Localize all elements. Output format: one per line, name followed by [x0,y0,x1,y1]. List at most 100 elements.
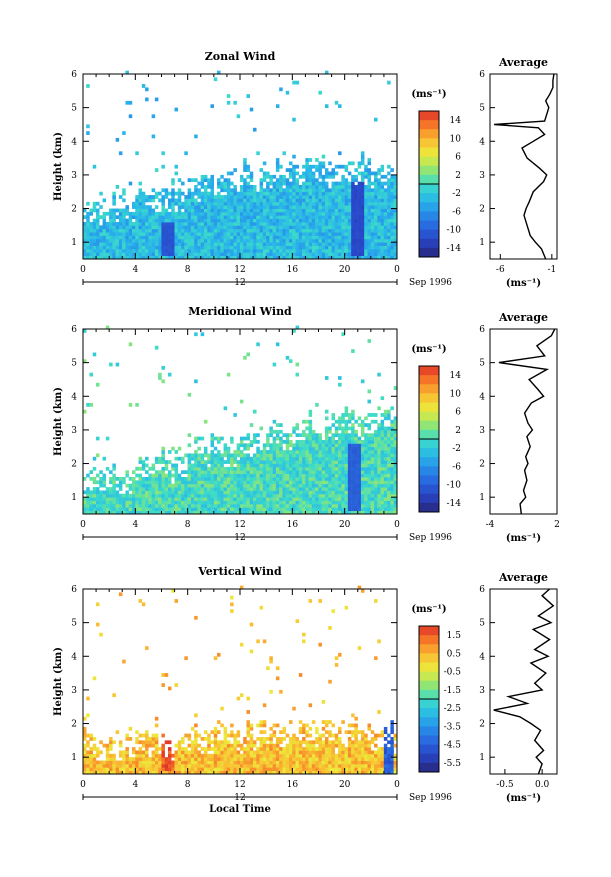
heatmap-cell [260,195,264,199]
heatmap-cell [210,484,214,488]
heatmap-cell [328,460,332,464]
heatmap-cell [341,182,345,186]
heatmap-cell [165,767,169,771]
heatmap-cell [155,740,159,744]
heatmap-cell [381,453,385,457]
heatmap-cell [364,447,368,451]
heatmap-cell [155,457,159,461]
heatmap-cell [325,416,329,420]
heatmap-cell [282,198,286,202]
heatmap-cell [132,750,136,754]
heatmap-cell [109,242,113,246]
heatmap-cell [243,215,247,219]
heatmap-cell [312,437,316,441]
heatmap-cell [377,209,381,213]
heatmap-cell [260,229,264,233]
heatmap-cell [119,754,123,758]
heatmap-cell [282,487,286,491]
heatmap-cell [299,232,303,236]
heatmap-cell [296,215,300,219]
heatmap-cell [99,497,103,501]
heatmap-cell [364,477,368,481]
heatmap-cell [227,501,231,505]
heatmap-cell [106,232,110,236]
heatmap-cell [122,192,126,196]
heatmap-cell [322,246,326,250]
heatmap-cell [289,225,293,229]
heatmap-cell [325,172,329,176]
heatmap-cell [312,239,316,243]
heatmap-cell [315,437,319,441]
heatmap-cell [305,239,309,243]
heatmap-cell [338,497,342,501]
heatmap-cell [237,195,241,199]
heatmap-cell [181,504,185,508]
heatmap-cell [328,249,332,253]
heatmap-cell [387,504,391,508]
heatmap-cell [246,507,250,511]
heatmap-cell [276,497,280,501]
heatmap-cell [214,225,218,229]
heatmap-cell [145,87,149,91]
heatmap-cell [171,494,175,498]
heatmap-cell [158,764,162,768]
heatmap-cell [381,222,385,226]
heatmap-cell [224,737,228,741]
heatmap-cell [289,484,293,488]
heatmap-cell [318,487,322,491]
heatmap-cell [348,507,352,511]
heatmap-cell [309,423,313,427]
heatmap-cell [155,767,159,771]
colorbar-swatch [419,221,439,231]
heatmap-cell [207,737,211,741]
heatmap-cell [142,497,146,501]
heatmap-cell [210,215,214,219]
heatmap-cell [139,239,143,243]
heatmap-cell [289,212,293,216]
heatmap-cell [361,185,365,189]
heatmap-cell [302,175,306,179]
heatmap-cell [260,209,264,213]
heatmap-cell [351,507,355,511]
heatmap-cell [299,470,303,474]
heatmap-cell [106,490,110,494]
heatmap-cell [178,487,182,491]
heatmap-cell [276,168,280,172]
heatmap-cell [390,252,394,256]
heatmap-cell [171,249,175,253]
heatmap-cell [345,235,349,239]
heatmap-cell [276,484,280,488]
heatmap-cell [269,198,273,202]
heatmap-cell [184,757,188,761]
heatmap-cell [155,484,159,488]
heatmap-cell [315,229,319,233]
heatmap-cell [273,474,277,478]
heatmap-cell [335,202,339,206]
heatmap-cell [299,249,303,253]
heatmap-cell [204,474,208,478]
heatmap-cell [348,205,352,209]
heatmap-cell [86,222,90,226]
heatmap-cell [312,219,316,223]
heatmap-cell [132,470,136,474]
heatmap-cell [109,215,113,219]
heatmap-cell [233,453,237,457]
heatmap-cell [119,744,123,748]
heatmap-cell [282,192,286,196]
heatmap-cell [227,447,231,451]
heatmap-cell [122,246,126,250]
heatmap-cell [279,205,283,209]
heatmap-cell [364,497,368,501]
heatmap-cell [139,490,143,494]
heatmap-cell [89,737,93,741]
heatmap-cell [148,487,152,491]
heatmap-cell [332,423,336,427]
heatmap-cell [224,212,228,216]
heatmap-cell [125,222,129,226]
heatmap-cell [204,212,208,216]
heatmap-cell [237,494,241,498]
heatmap-cell [207,205,211,209]
heatmap-cell [371,467,375,471]
heatmap-cell [341,219,345,223]
heatmap-cell [129,242,133,246]
